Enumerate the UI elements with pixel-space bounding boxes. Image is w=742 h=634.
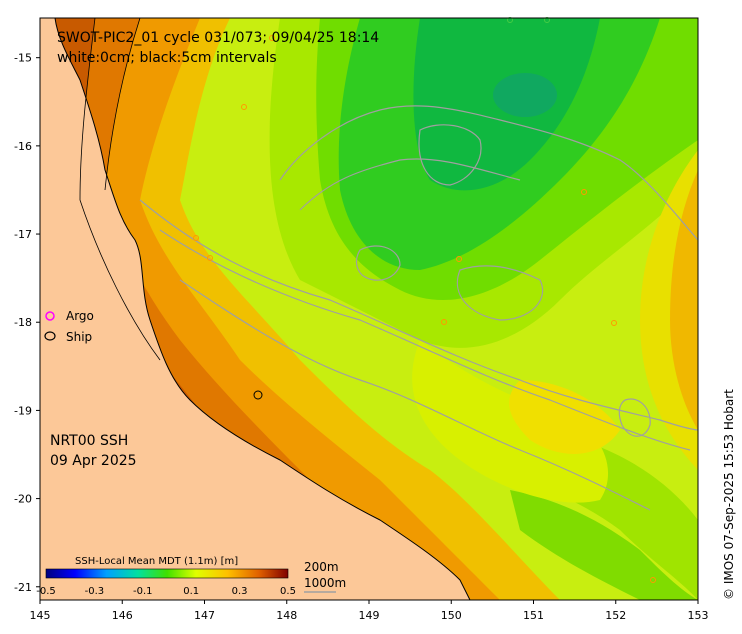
colorbar-tick-label: -0.3 [85, 586, 105, 597]
marker-legend: Argo Ship [44, 309, 94, 344]
y-tick-label: -16 [14, 140, 32, 153]
x-tick-label: 153 [688, 609, 709, 622]
colorbar-tick-label: -0.5 [36, 586, 56, 597]
x-tick-label: 152 [605, 609, 626, 622]
y-tick-label: -19 [14, 404, 32, 417]
copyright-text: © IMOS 07-Sep-2025 15:53 Hobart [722, 389, 736, 600]
argo-marker-icon [45, 311, 55, 321]
colorbar-gradient [45, 568, 289, 579]
x-axis: 145 146 147 148 149 150 151 152 153 [30, 600, 709, 622]
ssh-contours [79, 18, 161, 361]
y-tick-label: -17 [14, 228, 32, 241]
colorbar-title: SSH-Local Mean MDT (1.1m) [m] [75, 556, 238, 567]
x-tick-label: 148 [276, 609, 297, 622]
x-tick-label: 151 [523, 609, 544, 622]
colorbar-tick-label: 0.5 [280, 586, 296, 597]
product-name: NRT00 SSH [50, 433, 128, 449]
header-line1: SWOT-PIC2_01 cycle 031/073; 09/04/25 18:… [57, 30, 379, 46]
depth-legend: 200m 1000m [304, 560, 346, 593]
product-date: 09 Apr 2025 [50, 453, 137, 469]
x-tick-label: 146 [112, 609, 133, 622]
ship-marker-icon [44, 331, 56, 341]
ship-label: Ship [66, 330, 92, 344]
header-line2: white:0cm; black:5cm intervals [57, 50, 277, 66]
colorbar-tick-label: -0.1 [133, 586, 153, 597]
y-tick-label: -20 [14, 493, 32, 506]
y-tick-label: -15 [14, 52, 32, 65]
x-tick-label: 149 [359, 609, 380, 622]
depth-1000m: 1000m [304, 576, 346, 590]
colorbar-tick-label: 0.3 [232, 586, 248, 597]
y-axis: -15 -16 -17 -18 -19 -20 -21 [14, 52, 40, 594]
bathymetry-contours [139, 105, 698, 511]
x-tick-label: 147 [194, 609, 215, 622]
argo-label: Argo [66, 309, 94, 323]
y-tick-label: -18 [14, 316, 32, 329]
x-tick-label: 150 [441, 609, 462, 622]
land-mass [40, 18, 471, 600]
x-tick-label: 145 [30, 609, 51, 622]
depth-200m: 200m [304, 560, 339, 574]
y-tick-label: -21 [14, 581, 32, 594]
colorbar-tick-label: 0.1 [183, 586, 199, 597]
argo-floats [193, 17, 656, 583]
colorbar: SSH-Local Mean MDT (1.1m) [m] -0.5 -0.3 -0… [36, 556, 296, 597]
